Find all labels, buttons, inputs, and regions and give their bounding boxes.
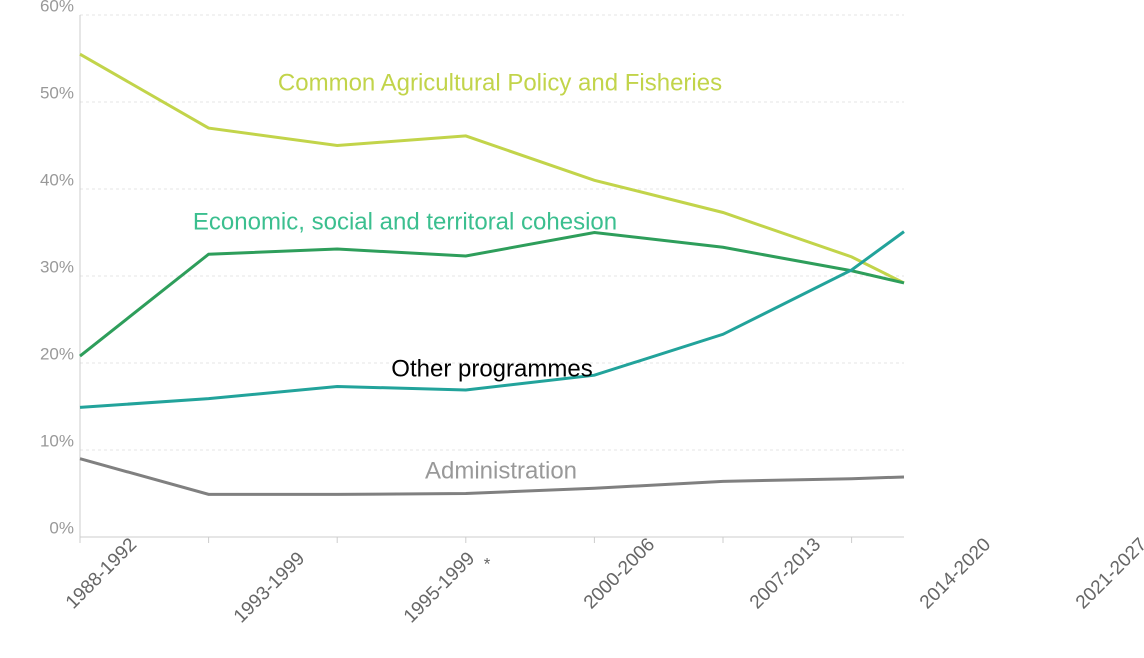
x-tick-label: 2000-2006: [580, 534, 659, 613]
x-tick-label: 2007-2013: [746, 534, 825, 613]
series-line: [79, 230, 905, 358]
x-tick-label: 2014-2020: [916, 534, 995, 613]
y-tick-label: 0%: [49, 518, 74, 537]
x-tick-label: 1988-1992: [62, 534, 141, 613]
y-tick-label: 60%: [40, 0, 74, 15]
series-line: [79, 457, 905, 496]
series-line: [79, 52, 905, 285]
series-label: Economic, social and territoral cohesion: [193, 208, 617, 235]
y-tick-label: 50%: [40, 83, 74, 102]
x-tick-label: 1995-1999: [400, 548, 479, 627]
series-label: Other programmes: [391, 355, 592, 382]
series-label: Administration: [425, 457, 577, 484]
y-tick-label: 40%: [40, 170, 74, 189]
x-tick-label: 2021-2027: [1072, 534, 1144, 613]
y-tick-label: 20%: [40, 344, 74, 363]
x-tick-label: 1993-1999: [230, 548, 309, 627]
series-label: Common Agricultural Policy and Fisheries: [278, 69, 722, 96]
series-line: [79, 230, 905, 409]
y-tick-label: 30%: [40, 257, 74, 276]
y-tick-label: 10%: [40, 431, 74, 450]
x-tick-label: *: [484, 554, 491, 573]
